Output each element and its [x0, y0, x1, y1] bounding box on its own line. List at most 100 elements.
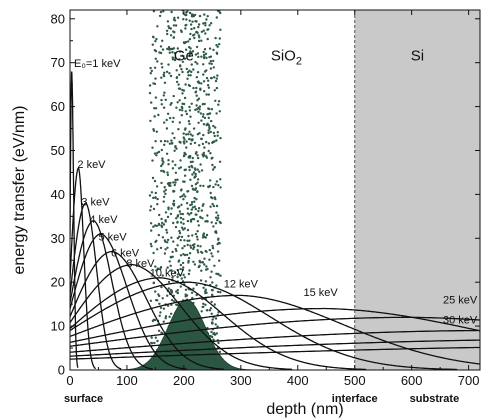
- ge-dot: [191, 234, 194, 237]
- ge-dot: [202, 233, 205, 237]
- ge-dot: [209, 67, 213, 70]
- ge-dot: [181, 60, 184, 63]
- ge-dot: [193, 13, 197, 17]
- ge-dot: [209, 179, 212, 182]
- ge-dot: [205, 93, 208, 96]
- ge-dot: [188, 105, 191, 109]
- ge-dot: [150, 191, 154, 194]
- ge-dot: [180, 226, 184, 229]
- ge-dot: [203, 48, 207, 51]
- ge-dot: [207, 129, 210, 132]
- ge-dot: [154, 290, 157, 293]
- ge-dot: [182, 154, 186, 158]
- y-tick-label: 40: [51, 187, 65, 202]
- ge-dot: [193, 200, 196, 203]
- ge-dot: [193, 263, 197, 266]
- ge-dot: [169, 212, 173, 216]
- ge-dot: [162, 223, 166, 226]
- ge-dot: [209, 22, 213, 25]
- ge-dot: [198, 132, 201, 135]
- ge-dot: [149, 119, 152, 123]
- ge-dot: [154, 57, 157, 60]
- ge-dot: [203, 70, 207, 73]
- ge-dot: [185, 67, 188, 71]
- ge-dot: [188, 11, 192, 15]
- ge-dot: [153, 152, 157, 155]
- ge-dot: [215, 139, 218, 142]
- ge-dot: [207, 142, 211, 145]
- ge-dot: [206, 309, 209, 312]
- ge-dot: [211, 244, 214, 248]
- ge-dot: [182, 136, 185, 139]
- ge-dot: [198, 105, 202, 108]
- ge-dot: [201, 236, 205, 239]
- ge-dot: [156, 267, 159, 270]
- ge-dot: [174, 163, 177, 167]
- ge-dot: [210, 312, 213, 315]
- ge-dot: [155, 269, 158, 272]
- ge-dot: [188, 38, 192, 41]
- ge-dot: [149, 205, 153, 208]
- ge-dot: [161, 157, 164, 160]
- ge-dot: [208, 258, 211, 261]
- ge-dot: [148, 84, 152, 87]
- ge-dot: [170, 139, 173, 142]
- ge-dot: [160, 331, 163, 334]
- ge-dot: [160, 285, 163, 289]
- ge-dot: [162, 307, 166, 310]
- curve-label: 5 keV: [98, 231, 127, 243]
- ge-dot: [198, 81, 201, 85]
- ge-dot: [187, 234, 190, 238]
- ge-dot: [181, 109, 184, 112]
- ge-dot: [197, 34, 200, 37]
- ge-dot: [171, 132, 174, 135]
- curve-25-kev: [70, 316, 480, 347]
- ge-dot: [157, 222, 161, 226]
- ge-dot: [159, 140, 163, 143]
- ge-dot: [212, 140, 215, 144]
- ge-dot: [174, 56, 177, 60]
- ge-dot: [191, 160, 194, 163]
- ge-dot: [203, 55, 206, 58]
- ge-dot: [188, 213, 191, 216]
- ge-dot: [185, 202, 189, 205]
- ge-dot: [210, 108, 214, 111]
- ge-dot: [188, 156, 192, 159]
- ge-dot: [153, 66, 157, 70]
- ge-dot: [176, 291, 179, 295]
- ge-dot: [185, 133, 188, 136]
- ge-dot: [192, 86, 195, 90]
- ge-dot: [206, 122, 209, 126]
- ge-dot: [189, 203, 192, 207]
- ge-dot: [201, 103, 204, 106]
- ge-dot: [211, 318, 214, 321]
- ge-dot: [198, 170, 201, 173]
- ge-dot: [178, 121, 181, 124]
- curve-label: 2 keV: [77, 159, 106, 171]
- ge-dot: [199, 112, 202, 115]
- ge-dot: [172, 94, 175, 98]
- ge-dot: [201, 261, 204, 264]
- ge-dot: [167, 63, 170, 66]
- ge-dot: [149, 66, 152, 70]
- ge-dot: [163, 139, 167, 143]
- ge-dot: [215, 211, 218, 214]
- ge-dot: [203, 263, 206, 266]
- ge-dot: [149, 72, 152, 75]
- ge-dot: [168, 315, 171, 318]
- ge-dot: [167, 287, 170, 290]
- ge-dot: [152, 318, 155, 321]
- ge-dot: [160, 98, 163, 102]
- ge-dot: [197, 39, 201, 43]
- ge-dot: [188, 137, 191, 141]
- ge-dot: [210, 252, 213, 255]
- ge-dot: [159, 10, 163, 14]
- ge-dot: [171, 51, 174, 54]
- ge-dot: [197, 55, 200, 59]
- ge-dot: [217, 341, 220, 345]
- ge-dot: [154, 40, 157, 43]
- ge-dot: [200, 169, 204, 172]
- ge-dot: [217, 103, 220, 106]
- ge-dot: [195, 108, 199, 111]
